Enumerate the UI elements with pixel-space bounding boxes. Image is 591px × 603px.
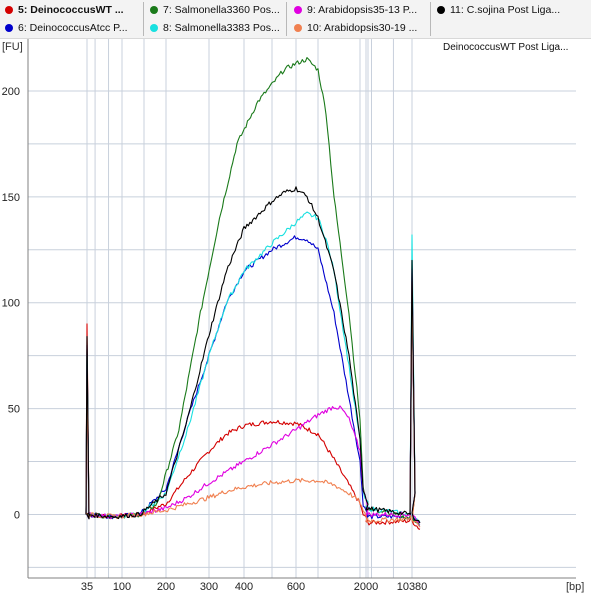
x-tick-label: 35: [81, 581, 93, 593]
y-tick-label: 100: [2, 298, 20, 310]
y-axis-ticks: 0 50 100 150 200: [2, 86, 20, 522]
x-tick-label: 300: [200, 581, 218, 593]
x-tick-label: 600: [287, 581, 305, 593]
x-tick-label: 200: [157, 581, 175, 593]
plot-background: [28, 38, 576, 578]
x-axis-ticks: 35 100 200 300 400 600 2000 10380: [81, 581, 427, 593]
legend-marker-10: [294, 24, 302, 32]
legend-label-9: 9: Arabidopsis35-13 P...: [307, 4, 418, 16]
legend-label-11: 11: C.sojina Post Liga...: [450, 4, 561, 16]
legend-item-10[interactable]: 10: Arabidopsis30-19 ...: [294, 22, 417, 34]
chart-series: [85, 57, 421, 530]
legend-bar: 5: DeinococcusWT ... 6: DeinococcusAtcc …: [0, 0, 591, 39]
legend-marker-7: [150, 6, 158, 14]
legend-marker-5: [5, 6, 13, 14]
x-tick-label: 2000: [354, 581, 378, 593]
series-line-11: [85, 186, 421, 524]
legend-label-6: 6: DeinococcusAtcc P...: [18, 22, 128, 34]
legend-separator: [143, 2, 144, 36]
legend-item-11[interactable]: 11: C.sojina Post Liga...: [437, 4, 560, 16]
legend-marker-6: [5, 24, 13, 32]
legend-item-7[interactable]: 7: Salmonella3360 Pos...: [150, 4, 280, 16]
y-tick-label: 150: [2, 192, 20, 204]
y-tick-label: 200: [2, 86, 20, 98]
legend-label-10: 10: Arabidopsis30-19 ...: [307, 22, 418, 34]
legend-marker-8: [150, 24, 158, 32]
legend-item-8[interactable]: 8: Salmonella3383 Pos...: [150, 22, 280, 34]
legend-marker-11: [437, 6, 445, 14]
legend-item-5[interactable]: 5: DeinococcusWT ...: [5, 4, 124, 16]
legend-item-9[interactable]: 9: Arabidopsis35-13 P...: [294, 4, 417, 16]
legend-label-5: 5: DeinococcusWT ...: [18, 4, 124, 16]
legend-separator: [430, 2, 431, 36]
y-unit-label: [FU]: [2, 41, 23, 53]
legend-label-8: 8: Salmonella3383 Pos...: [163, 22, 280, 34]
y-tick-label: 50: [8, 404, 20, 416]
x-tick-label: 10380: [397, 581, 428, 593]
x-tick-label: 100: [113, 581, 131, 593]
legend-separator: [286, 2, 287, 36]
x-unit-label: [bp]: [566, 581, 584, 593]
chart-caption: DeinococcusWT Post Liga...: [443, 42, 568, 53]
y-tick-label: 0: [14, 509, 20, 521]
series-line-9: [85, 268, 421, 524]
gridlines: [28, 38, 576, 578]
series-line-10: [85, 280, 421, 528]
x-tick-label: 400: [235, 581, 253, 593]
legend-item-6[interactable]: 6: DeinococcusAtcc P...: [5, 22, 128, 34]
legend-marker-9: [294, 6, 302, 14]
legend-label-7: 7: Salmonella3360 Pos...: [163, 4, 280, 16]
